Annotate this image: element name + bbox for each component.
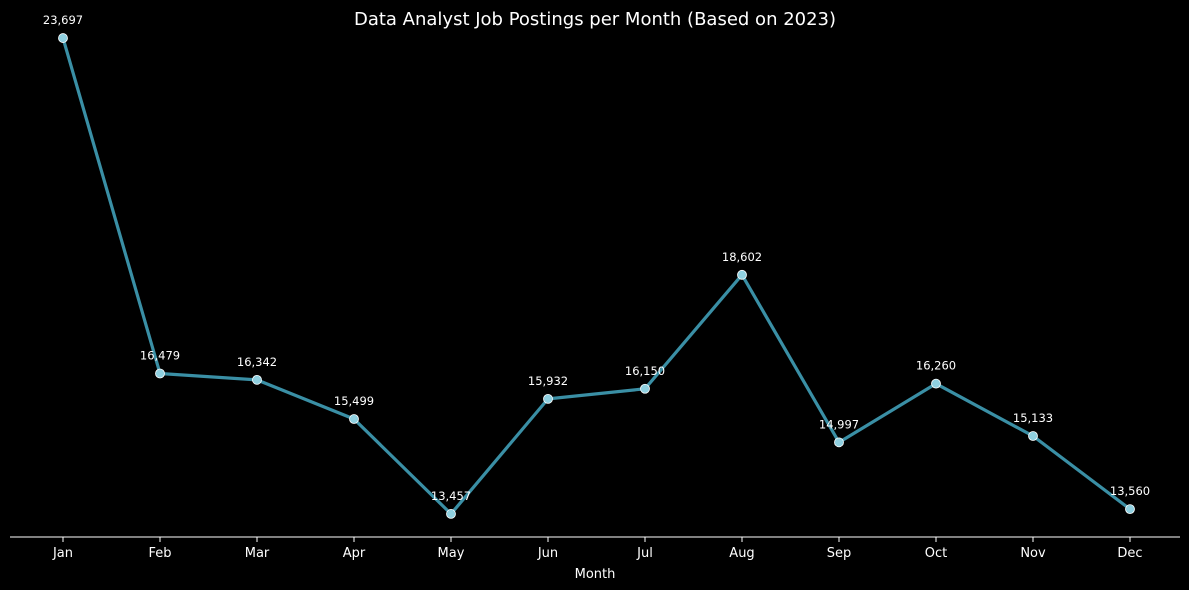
data-label: 15,133 — [1013, 411, 1053, 425]
data-point — [931, 378, 941, 389]
data-point — [349, 414, 359, 424]
x-axis-label: Month — [575, 567, 616, 582]
x-tick-label: Apr — [343, 546, 366, 561]
x-tick-label: Aug — [729, 546, 754, 561]
data-label: 15,499 — [334, 394, 374, 408]
data-point — [834, 437, 844, 448]
x-tick-label: Jul — [636, 546, 653, 561]
data-label: 16,479 — [140, 348, 180, 362]
data-point — [1125, 504, 1135, 515]
data-point — [446, 509, 456, 519]
data-label: 16,342 — [237, 355, 277, 369]
data-label: 16,150 — [625, 364, 665, 378]
x-tick-label: Jun — [537, 546, 558, 561]
x-tick-label: Dec — [1117, 546, 1142, 561]
x-tick-label: Nov — [1020, 546, 1046, 561]
data-point — [737, 269, 747, 280]
data-point — [543, 393, 553, 404]
x-axis-ticks: Jan Feb Mar Apr May Jun Jul Aug Sep Oct Nov Dec — [52, 537, 1143, 561]
chart-title: Data Analyst Job Postings per Month (Bas… — [354, 9, 836, 30]
data-point — [155, 368, 165, 379]
data-label: 13,457 — [431, 489, 471, 503]
data-labels: 23,697 16,479 16,342 15,499 13,457 15,932 16,1… — [43, 13, 1150, 503]
x-tick-label: Mar — [245, 546, 270, 561]
data-point — [58, 33, 68, 43]
data-point — [252, 374, 262, 385]
data-markers — [58, 33, 1135, 519]
series-line — [61, 36, 1132, 516]
data-point — [1028, 431, 1038, 441]
x-tick-label: May — [438, 546, 465, 561]
x-tick-label: Sep — [827, 546, 852, 561]
x-tick-label: Oct — [925, 546, 947, 561]
data-label: 13,560 — [1110, 484, 1150, 498]
data-label: 14,997 — [819, 417, 859, 431]
data-point — [640, 383, 650, 394]
x-tick-label: Jan — [52, 546, 73, 561]
data-label: 15,932 — [528, 374, 568, 388]
data-label: 23,697 — [43, 13, 83, 27]
x-tick-label: Feb — [148, 546, 171, 561]
data-label: 18,602 — [722, 250, 762, 264]
data-label: 16,260 — [916, 359, 956, 373]
